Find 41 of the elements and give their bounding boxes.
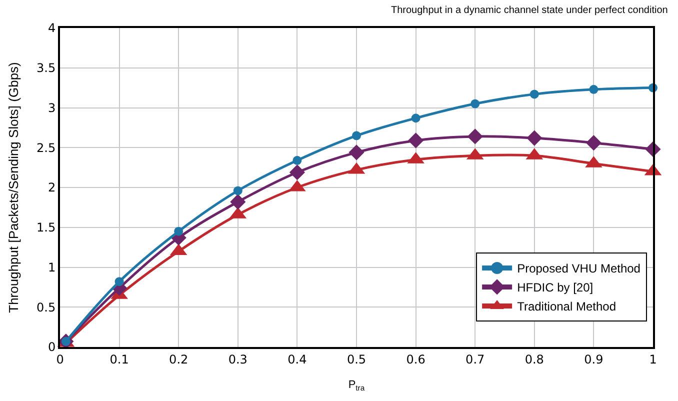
y-tick-label: 2 xyxy=(48,180,56,195)
point xyxy=(174,226,184,236)
point xyxy=(467,128,483,144)
x-axis-title: P$_{tra}$ xyxy=(348,379,366,392)
legend-label: HFDIC by [20] xyxy=(517,280,594,295)
point xyxy=(114,277,124,286)
point xyxy=(526,130,542,146)
point xyxy=(233,186,242,196)
x-tick-label: 0.1 xyxy=(110,352,129,366)
x-tick-label: 0.4 xyxy=(288,352,307,366)
point xyxy=(230,194,246,210)
y-tick-label: 0.5 xyxy=(36,300,56,314)
chart-title: Throughput in a dynamic channel state under perfect condition xyxy=(390,5,668,16)
point xyxy=(348,144,364,160)
x-tick-label: 0.3 xyxy=(228,352,248,366)
legend-label: Traditional Method xyxy=(517,300,616,314)
y-tick-label: 1.5 xyxy=(36,220,56,235)
point xyxy=(411,114,420,123)
legend-label: Proposed VHU Method xyxy=(517,262,640,276)
y-tick-label: 3 xyxy=(48,100,56,115)
point xyxy=(470,99,480,108)
x-tick-label: 1 xyxy=(649,352,657,366)
y-tick-label: 3.5 xyxy=(36,61,56,76)
point xyxy=(586,135,602,151)
x-tick-label: 0.9 xyxy=(584,352,604,366)
y-tick-label: 4 xyxy=(48,21,56,36)
x-tick-label: 0.6 xyxy=(406,352,426,366)
y-tick-label: 0 xyxy=(48,340,56,354)
point xyxy=(292,156,302,165)
y-axis-title: Throughput [Packets/Sending Slots] (Gbps) xyxy=(6,62,21,313)
x-tick-label: 0.5 xyxy=(346,352,366,366)
point xyxy=(530,90,539,99)
x-tick-label: 0.2 xyxy=(169,352,188,366)
point xyxy=(589,84,598,94)
y-tick-label: 2.5 xyxy=(36,140,56,155)
point xyxy=(352,131,361,140)
point xyxy=(408,132,424,148)
point xyxy=(289,164,305,180)
y-tick-label: 1 xyxy=(48,260,56,274)
x-tick-label: 0.7 xyxy=(466,352,485,366)
x-tick-label: 0.8 xyxy=(524,352,544,366)
